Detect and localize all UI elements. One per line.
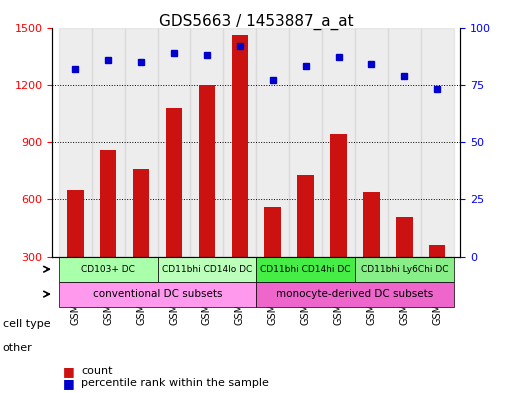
Bar bbox=[355, 28, 388, 257]
Bar bbox=[190, 28, 223, 257]
Bar bbox=[223, 28, 256, 257]
Bar bbox=[256, 28, 289, 257]
Bar bbox=[67, 190, 84, 257]
Bar bbox=[256, 282, 453, 307]
Text: count: count bbox=[81, 366, 112, 376]
Bar bbox=[429, 245, 446, 257]
Bar bbox=[396, 217, 413, 257]
Bar bbox=[133, 169, 150, 257]
Bar bbox=[388, 28, 421, 257]
Bar bbox=[59, 257, 157, 282]
Bar bbox=[322, 28, 355, 257]
Text: CD11bhi CD14lo DC: CD11bhi CD14lo DC bbox=[162, 265, 252, 274]
Bar bbox=[363, 192, 380, 257]
Bar bbox=[298, 174, 314, 257]
Text: CD11bhi Ly6Chi DC: CD11bhi Ly6Chi DC bbox=[360, 265, 448, 274]
Bar bbox=[232, 35, 248, 257]
Bar bbox=[157, 257, 256, 282]
Text: other: other bbox=[3, 343, 32, 353]
Bar bbox=[256, 257, 355, 282]
Bar bbox=[100, 150, 117, 257]
Bar bbox=[331, 134, 347, 257]
Text: conventional DC subsets: conventional DC subsets bbox=[93, 289, 222, 299]
Text: ■: ■ bbox=[63, 365, 74, 378]
Bar bbox=[199, 85, 215, 257]
Text: monocyte-derived DC subsets: monocyte-derived DC subsets bbox=[276, 289, 434, 299]
Text: ■: ■ bbox=[63, 376, 74, 390]
Bar bbox=[92, 28, 124, 257]
Bar bbox=[265, 207, 281, 257]
Bar bbox=[157, 28, 190, 257]
Bar bbox=[59, 282, 256, 307]
Bar bbox=[289, 28, 322, 257]
Text: GDS5663 / 1453887_a_at: GDS5663 / 1453887_a_at bbox=[159, 14, 354, 30]
Text: percentile rank within the sample: percentile rank within the sample bbox=[81, 378, 269, 388]
Bar bbox=[124, 28, 157, 257]
Bar bbox=[355, 257, 453, 282]
Bar bbox=[166, 108, 182, 257]
Bar bbox=[59, 28, 92, 257]
Text: cell type: cell type bbox=[3, 319, 50, 329]
Text: CD103+ DC: CD103+ DC bbox=[81, 265, 135, 274]
Text: CD11bhi CD14hi DC: CD11bhi CD14hi DC bbox=[260, 265, 351, 274]
Bar bbox=[421, 28, 453, 257]
